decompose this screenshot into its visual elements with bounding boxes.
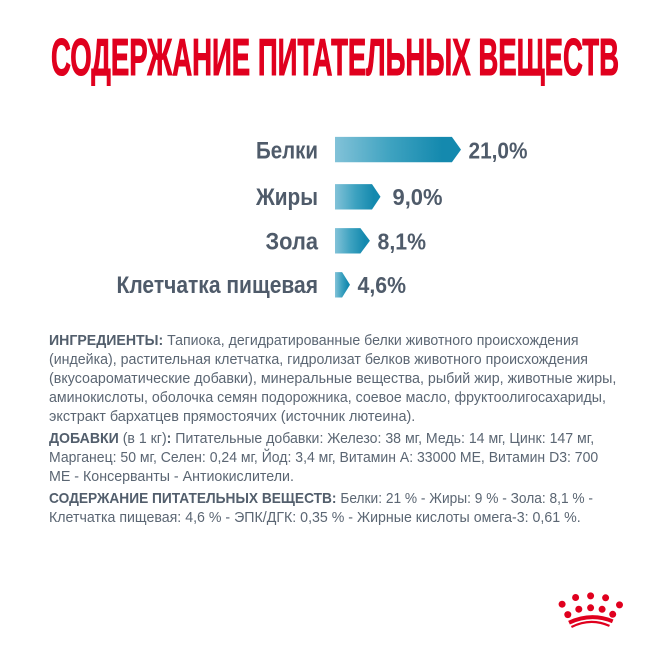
svg-text:Жиры: Жиры [255, 185, 318, 211]
svg-text:Клетчатка пищевая: Клетчатка пищевая [117, 273, 319, 299]
svg-text:4,6%: 4,6% [358, 272, 407, 298]
svg-text:СОДЕРЖАНИЕ ПИТАТЕЛЬНЫХ ВЕЩЕСТВ: СОДЕРЖАНИЕ ПИТАТЕЛЬНЫХ ВЕЩЕСТВ [51, 28, 619, 86]
svg-text:8,1%: 8,1% [378, 229, 427, 255]
svg-text:9,0%: 9,0% [393, 184, 443, 210]
svg-text:21,0%: 21,0% [469, 138, 528, 164]
svg-text:Белки: Белки [256, 139, 318, 165]
svg-text:Зола: Зола [266, 230, 319, 256]
